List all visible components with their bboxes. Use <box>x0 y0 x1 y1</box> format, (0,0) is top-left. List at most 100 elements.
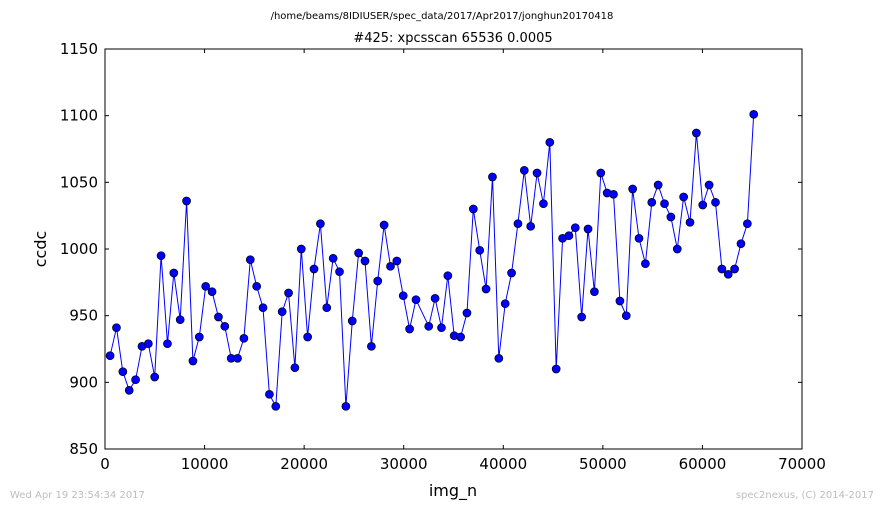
data-point <box>704 180 714 190</box>
data-point <box>609 189 618 199</box>
data-point <box>322 303 332 313</box>
data-point <box>468 204 478 214</box>
data-point <box>214 312 223 322</box>
y-axis-label: ccdc <box>31 231 50 268</box>
data-point <box>564 231 574 241</box>
data-point <box>513 219 523 229</box>
data-point <box>347 316 357 326</box>
data-point <box>309 264 319 274</box>
data-point <box>341 401 351 411</box>
y-tick-label: 1150 <box>60 40 98 58</box>
x-axis-label: img_n <box>429 481 477 501</box>
y-tick-label: 1100 <box>60 107 98 125</box>
data-point <box>500 299 510 309</box>
data-point <box>335 267 344 277</box>
footer-timestamp: Wed Apr 19 23:54:34 2017 <box>10 490 145 501</box>
data-point <box>430 293 440 303</box>
data-point <box>590 287 599 297</box>
data-point <box>316 219 325 229</box>
data-point <box>194 332 204 342</box>
footer-credit: spec2nexus, (C) 2014-2017 <box>735 490 874 501</box>
x-tick-label: 60000 <box>679 455 727 473</box>
data-point <box>398 291 408 301</box>
data-point <box>405 324 414 334</box>
data-point <box>188 356 198 366</box>
data-point <box>233 353 242 363</box>
data-point <box>736 239 746 249</box>
x-tick-label: 40000 <box>479 455 527 473</box>
x-axis: 0 10000 20000 30000 40000 50000 60000 70000 <box>100 49 826 473</box>
x-tick-label: 10000 <box>181 455 229 473</box>
data-point <box>653 180 663 190</box>
series-points <box>105 109 759 411</box>
data-point <box>481 284 491 294</box>
data-point <box>621 311 631 321</box>
data-point <box>290 363 300 373</box>
data-point <box>519 165 529 175</box>
data-point <box>169 268 179 278</box>
y-axis: 850 900 950 1000 1050 1100 1150 <box>60 40 802 458</box>
data-point <box>532 168 542 178</box>
data-point <box>551 364 561 374</box>
data-point <box>507 268 516 278</box>
data-point <box>615 296 625 306</box>
data-point <box>666 212 676 222</box>
data-point <box>660 199 669 209</box>
data-point <box>360 256 370 266</box>
data-point <box>105 351 115 361</box>
data-point <box>539 199 548 209</box>
data-point <box>424 321 434 331</box>
data-point <box>596 168 606 178</box>
data-point <box>284 288 293 298</box>
data-point <box>488 172 497 182</box>
data-point <box>570 223 580 233</box>
data-point <box>456 332 465 342</box>
chart-suptitle: /home/beams/8IDIUSER/spec_data/2017/Apr2… <box>271 11 614 22</box>
data-point <box>258 303 268 313</box>
data-point <box>118 367 128 377</box>
data-point <box>379 220 389 230</box>
data-point <box>277 307 287 317</box>
data-point <box>328 253 338 263</box>
y-tick-label: 850 <box>69 440 98 458</box>
data-point <box>303 332 312 342</box>
x-tick-label: 20000 <box>280 455 328 473</box>
data-point <box>252 281 262 291</box>
data-point <box>749 109 759 119</box>
y-tick-label: 950 <box>69 307 98 325</box>
data-point <box>577 312 587 322</box>
data-point <box>698 200 708 210</box>
data-point <box>150 372 160 382</box>
data-point <box>641 259 650 269</box>
data-point <box>124 385 134 395</box>
data-point <box>207 287 217 297</box>
data-point <box>583 224 593 234</box>
data-point <box>143 339 153 349</box>
data-point <box>692 128 701 138</box>
data-point <box>647 197 657 207</box>
data-point <box>545 137 555 147</box>
x-tick-label: 50000 <box>579 455 627 473</box>
data-point <box>156 251 166 261</box>
data-point <box>265 389 274 399</box>
x-tick-label: 70000 <box>778 455 826 473</box>
plot-area <box>104 48 803 450</box>
data-point <box>679 192 688 202</box>
data-point <box>296 244 306 254</box>
data-point <box>634 233 644 243</box>
data-point <box>628 184 637 194</box>
data-point <box>245 255 255 265</box>
data-point <box>386 261 395 271</box>
data-point <box>494 353 504 363</box>
y-tick-label: 1000 <box>60 240 98 258</box>
chart-title: #425: xpcsscan 65536 0.0005 <box>353 31 552 46</box>
data-point <box>475 245 485 255</box>
x-tick-label: 30000 <box>380 455 428 473</box>
data-point <box>685 217 695 227</box>
data-point <box>239 333 249 343</box>
data-point <box>392 256 402 266</box>
data-point <box>131 375 140 385</box>
data-point <box>723 269 733 279</box>
data-point <box>411 295 421 305</box>
